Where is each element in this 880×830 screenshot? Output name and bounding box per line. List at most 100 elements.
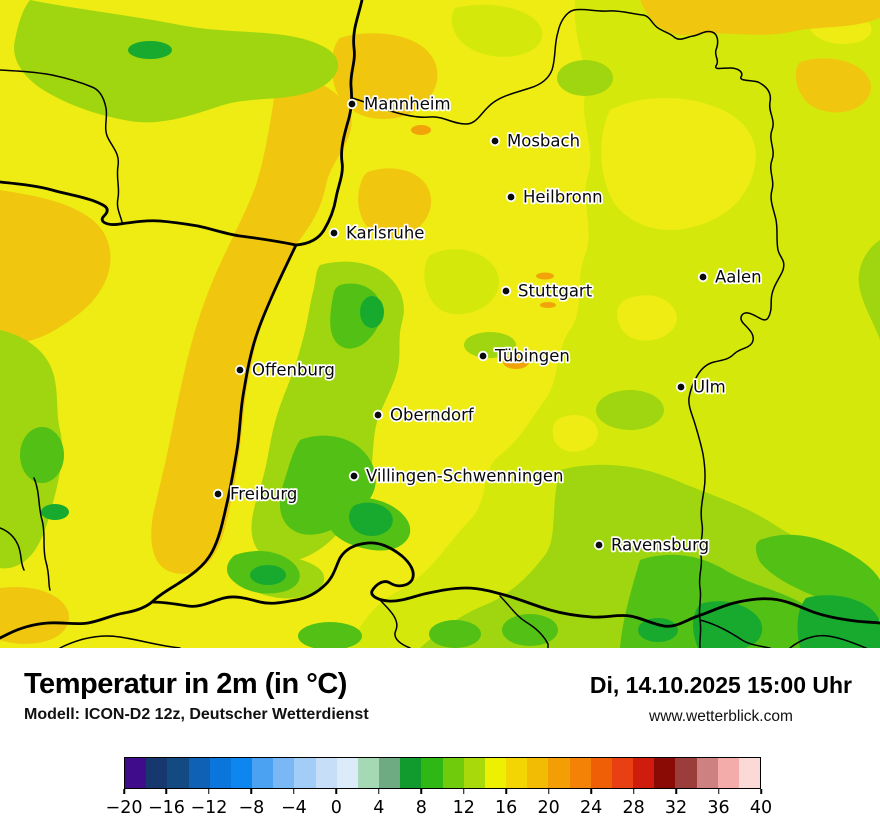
border-rhine-south (0, 243, 298, 640)
city: Ravensburg (593, 534, 711, 556)
region-gold-right-patch (795, 58, 871, 113)
colorbar-segment (484, 758, 507, 788)
city-dot (212, 488, 224, 500)
city-dot (477, 350, 489, 362)
city-markers: Mannheim Mosbach Heilbronn Karlsruhe Stuttga… (212, 93, 763, 556)
region-lgreen-alb2 (464, 332, 516, 358)
colorbar-segment (209, 758, 231, 788)
website-url: www.wetterblick.com (649, 708, 793, 725)
region-dgreen-allgaeu2 (797, 595, 880, 648)
region-gold-france-west (0, 190, 111, 344)
region-green-bottom2 (429, 620, 481, 648)
colorbar-tick (760, 789, 762, 794)
region-gold-mannheim2 (358, 168, 432, 239)
colorbar-tick (123, 789, 125, 794)
spot-orange-stuttgart2 (540, 302, 556, 308)
patch-yellow-east3 (552, 414, 599, 452)
colorbar-segment (633, 758, 655, 788)
colorbar-segment (188, 758, 210, 788)
city-dot (697, 271, 709, 283)
region-lgreen-topleft (14, 0, 339, 123)
colorbar-tick (590, 789, 592, 794)
spot-orange-north (411, 125, 431, 135)
city: Heilbronn (505, 186, 604, 208)
temperature-colorbar (124, 757, 761, 789)
city-dot (505, 191, 517, 203)
region-yellowgreen-north (451, 4, 543, 57)
city: Freiburg (212, 483, 299, 505)
colorbar-tick-label: 32 (664, 798, 688, 818)
city-dot (489, 135, 501, 147)
colorbar-tick (547, 789, 550, 794)
region-gold-topright (640, 0, 880, 36)
colorbar-tick-label: −4 (280, 798, 307, 818)
city-label: Mosbach (507, 132, 580, 151)
patch-yellow-east2 (617, 295, 677, 341)
city-label: Aalen (715, 268, 762, 287)
colorbar-tick-label: 28 (622, 798, 645, 818)
colorbar-tick-label: −20 (105, 798, 143, 818)
city: Ulm (675, 376, 727, 398)
city-label: Ulm (693, 378, 726, 397)
region-dgreen-topleft (128, 41, 172, 59)
border-france-left (0, 527, 25, 571)
city-label: Heilbronn (523, 188, 603, 207)
colorbar-segment (696, 758, 718, 788)
colorbar-segment (675, 758, 697, 788)
border-hessen-rlp (0, 69, 123, 223)
city-dot (348, 470, 360, 482)
colorbar-tick-label: 4 (373, 798, 385, 818)
colorbar-tick-label: −12 (190, 798, 228, 818)
region-dgreen-allgaeu1 (693, 601, 763, 648)
colorbar-tick-label: −16 (147, 798, 185, 818)
city-dot (500, 285, 512, 297)
colorbar-segment (315, 758, 337, 788)
colorbar-segment (654, 758, 676, 788)
city-label: Villingen-Schwenningen (366, 467, 563, 486)
region-lgreen-right-edge (858, 240, 880, 340)
colorbar-segment (506, 758, 528, 788)
colorbar-tick (378, 789, 380, 794)
colorbar-segment (738, 758, 761, 788)
colorbar-segment (167, 758, 189, 788)
colorbar-tick (717, 789, 720, 794)
map-canvas: Mannheim Mosbach Heilbronn Karlsruhe Stuttga… (0, 0, 880, 648)
patch-yellow-east1 (601, 98, 756, 231)
city: Mannheim (346, 93, 452, 115)
city: Tübingen (477, 345, 572, 367)
colorbar-tick-label: 12 (452, 798, 475, 818)
colorbar-tick (165, 789, 168, 794)
border-france-interior (33, 477, 51, 591)
colorbar-tick (675, 789, 677, 794)
colorbar-segment (527, 758, 549, 788)
temperature-map: Mannheim Mosbach Heilbronn Karlsruhe Stuttga… (0, 0, 880, 648)
city-label: Karlsruhe (346, 224, 424, 243)
colorbar-segment (463, 758, 485, 788)
city: Oberndorf (372, 404, 477, 426)
colorbar-segment (336, 758, 358, 788)
border-austria-south2 (789, 634, 867, 648)
city-label: Offenburg (252, 361, 335, 380)
border-swiss-canton2 (379, 599, 411, 648)
city: Stuttgart (500, 280, 594, 302)
border-france-west (0, 180, 298, 247)
city: Mosbach (489, 130, 582, 152)
border-rhine-north (294, 0, 364, 247)
city-label: Stuttgart (518, 282, 593, 301)
colorbar-segment (357, 758, 380, 788)
region-gold-rhine-valley (151, 70, 352, 574)
city: Villingen-Schwenningen (348, 465, 565, 487)
region-green-bottom3 (502, 614, 558, 646)
city-dot (593, 539, 605, 551)
colorbar-tick-label: 36 (707, 798, 730, 818)
city-dot (675, 381, 687, 393)
colorbar-tick (420, 789, 423, 794)
city-dot (372, 409, 384, 421)
border-swiss-canton3 (499, 595, 549, 648)
colorbar-segment (252, 758, 274, 788)
colorbar-tick (462, 789, 465, 794)
border-swiss-austria (150, 541, 880, 628)
region-dgreen-feldberg (349, 502, 393, 536)
colorbar-tick-label: −8 (238, 798, 265, 818)
region-dgreen-sw (250, 565, 286, 585)
